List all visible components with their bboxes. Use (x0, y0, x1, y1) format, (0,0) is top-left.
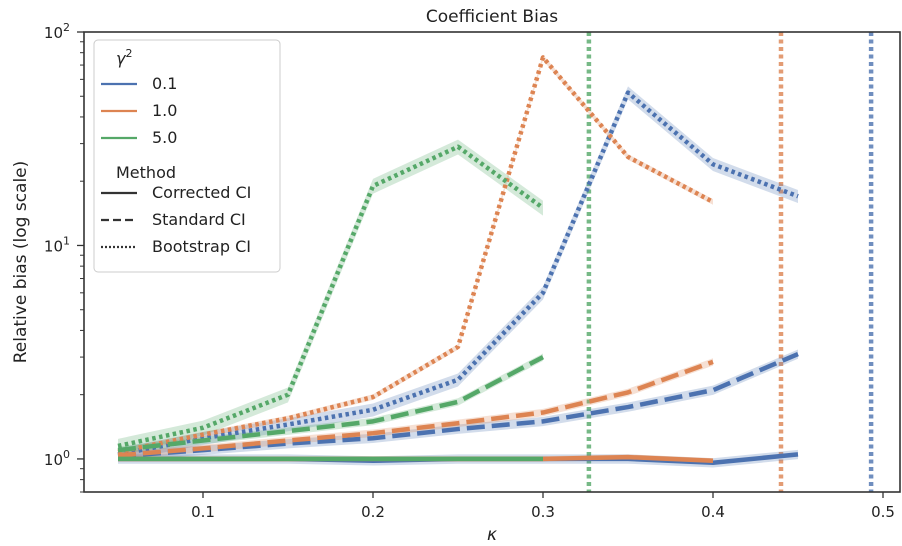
x-tick-label-3: 0.4 (701, 503, 725, 521)
legend-style-entries: Corrected CI Standard CI Bootstrap CI (101, 183, 251, 256)
legend-style-label-0: Corrected CI (152, 183, 251, 202)
legend-hue-label-2: 5.0 (152, 128, 177, 147)
x-tick-label-0: 0.1 (191, 503, 215, 521)
legend-hue-label-0: 0.1 (152, 74, 177, 93)
legend-hue-title-exp: 2 (125, 47, 132, 60)
x-axis-title: κ (487, 525, 497, 545)
y-tick-exp: 1 (63, 234, 70, 247)
y-tick-base: 10 (44, 237, 63, 255)
ci-band-5-0-bootstrap-ci (118, 139, 543, 454)
legend-style-label-2: Bootstrap CI (152, 237, 251, 256)
series-line-1-0-standard-ci (117, 359, 714, 458)
chart-title: Coefficient Bias (426, 7, 558, 27)
x-tick-label-2: 0.3 (531, 503, 555, 521)
x-axis-ticks: 0.1 0.2 0.3 0.4 0.5 (191, 492, 895, 521)
y-tick-base: 10 (44, 24, 63, 42)
y-tick-label-1: 101 (44, 234, 70, 255)
series-line-1-0-bootstrap-ci (117, 55, 715, 455)
y-tick-exp: 0 (63, 448, 70, 461)
y-tick-exp: 2 (63, 21, 70, 34)
legend-hue-title-base: γ (116, 49, 127, 68)
legend-hue-label-1: 1.0 (152, 101, 177, 120)
legend-style-title: Method (116, 163, 176, 182)
series-line-5-0-bootstrap-ci (117, 144, 545, 449)
legend-hue-title: γ2 (116, 47, 132, 68)
legend-hue-entries: 0.1 1.0 5.0 (101, 74, 177, 147)
series-line-0-1-bootstrap-ci (117, 90, 799, 457)
x-tick-label-1: 0.2 (361, 503, 385, 521)
x-tick-label-4: 0.5 (871, 503, 895, 521)
legend-box (93, 39, 281, 273)
legend-style-label-1: Standard CI (152, 210, 246, 229)
y-axis-title: Relative bias (log scale) (11, 161, 31, 364)
series-line-5-0-standard-ci (117, 355, 545, 453)
plot-frame (83, 31, 901, 493)
y-tick-base: 10 (44, 451, 63, 469)
y-tick-label-0: 100 (44, 448, 70, 469)
ci-band-0-1-standard-ci (118, 349, 798, 461)
y-tick-label-2: 102 (44, 21, 70, 42)
ci-band-0-1-bootstrap-ci (118, 86, 798, 462)
legend: γ2 0.1 1.0 5.0 Method Corrected CI Standard… (93, 39, 281, 273)
ci-band-1-0-bootstrap-ci (118, 54, 713, 455)
series-lines (117, 55, 799, 465)
